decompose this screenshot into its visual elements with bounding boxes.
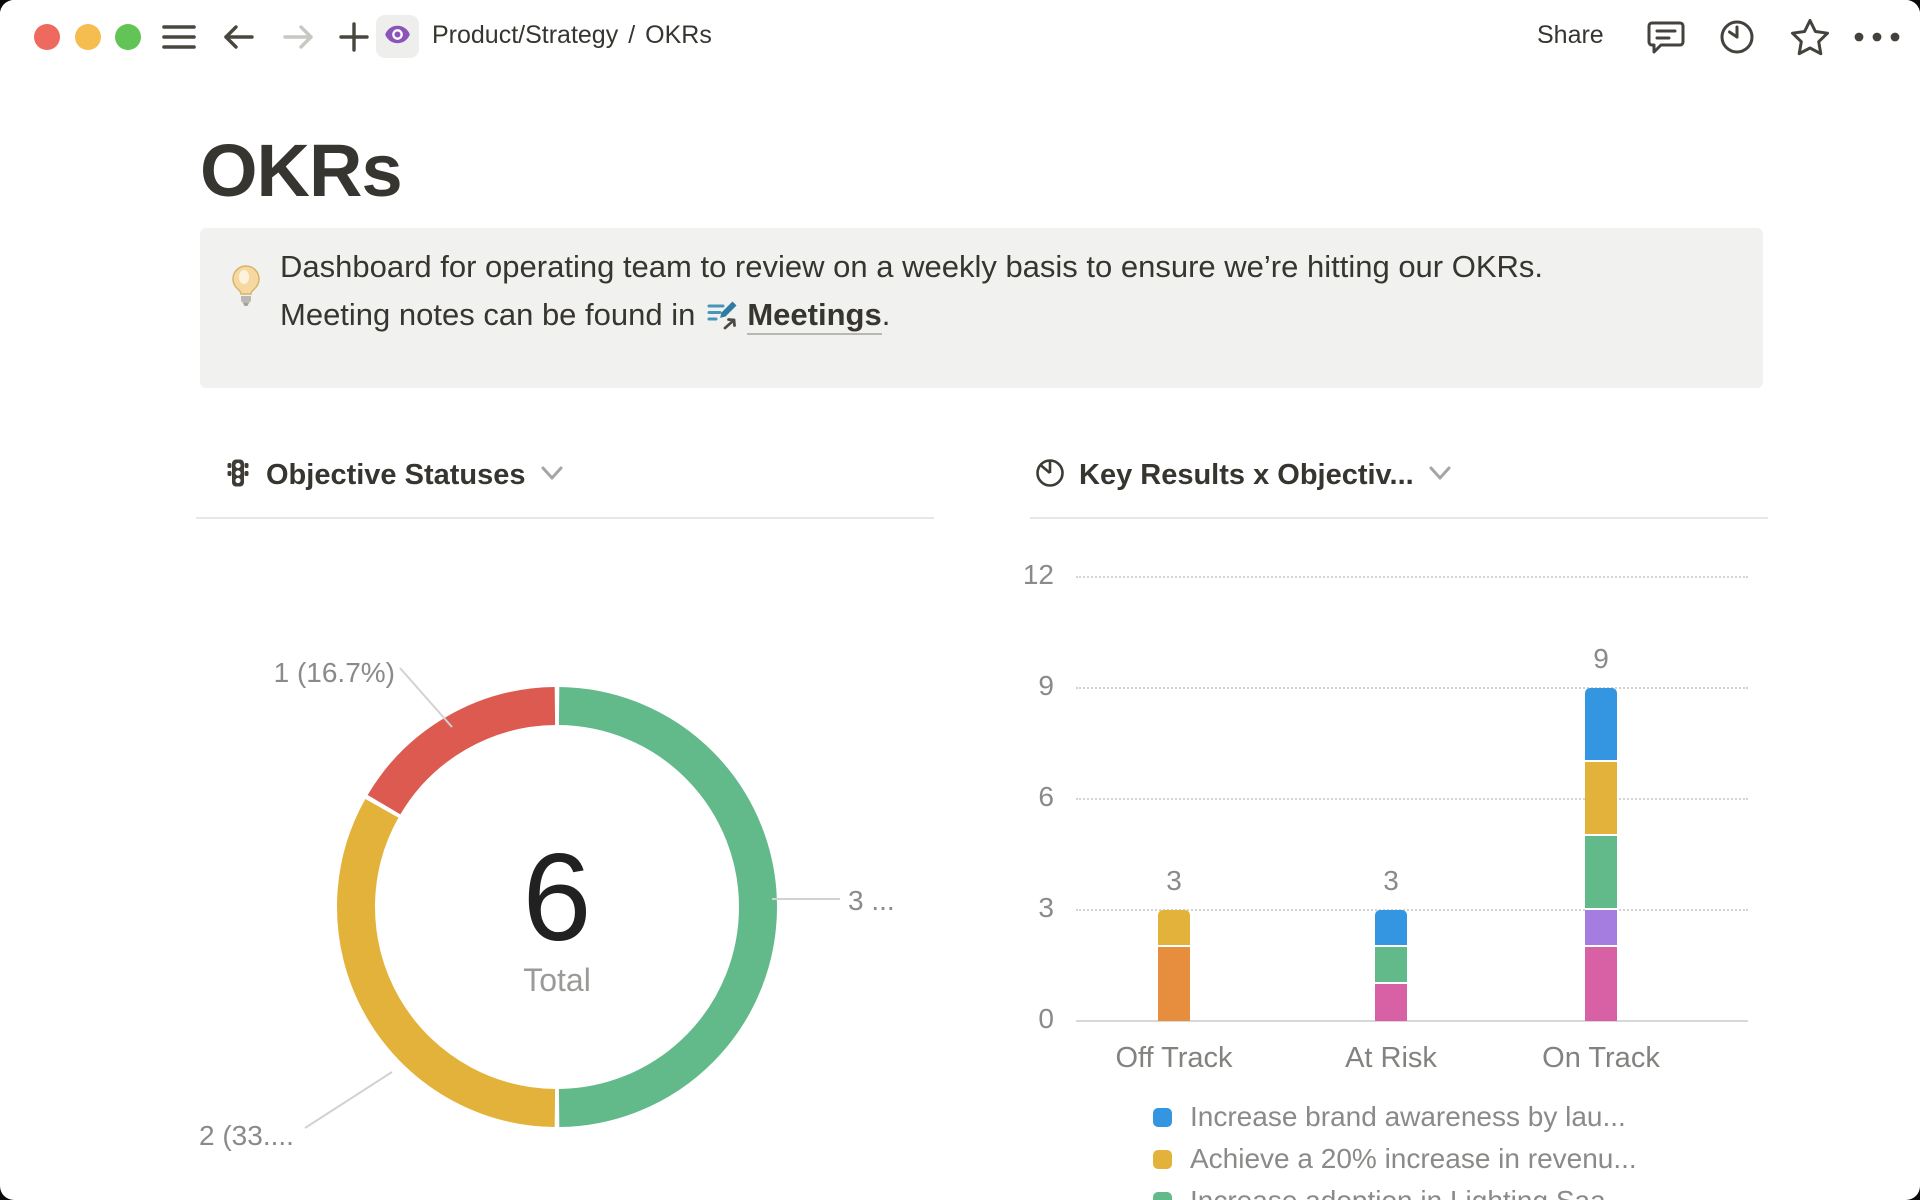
- pie-chart-icon: [1035, 458, 1065, 493]
- x-axis-line: [1076, 1020, 1748, 1022]
- gridline: [1076, 576, 1748, 578]
- updates-clock-icon[interactable]: [1717, 19, 1757, 55]
- x-axis-category-label: On Track: [1542, 1042, 1660, 1074]
- callout-text: Dashboard for operating team to review o…: [280, 243, 1543, 345]
- minimize-window-button[interactable]: [75, 24, 101, 50]
- donut-slice-label: 1 (16.7%): [273, 657, 395, 688]
- donut-total-label: Total: [523, 962, 591, 998]
- legend-swatch: [1153, 1107, 1172, 1127]
- toolbar: Product/Strategy / OKRs Share: [0, 0, 1920, 72]
- bar-at-risk[interactable]: [1375, 910, 1407, 1021]
- more-options-icon[interactable]: [1852, 19, 1902, 55]
- donut-slice[interactable]: [558, 687, 777, 1127]
- eye-icon: [383, 20, 412, 54]
- bar-off-track[interactable]: [1158, 910, 1190, 1021]
- bar-plot: 0 3 6 9 12 3 Off Track 3 At Risk 9 On Track: [1023, 559, 1748, 1074]
- left-chart-header[interactable]: Objective Statuses: [224, 452, 564, 498]
- bar-on-track[interactable]: [1585, 688, 1617, 1021]
- right-chart-divider: [1030, 517, 1768, 519]
- share-button[interactable]: Share: [1537, 21, 1604, 49]
- donut-chart-svg: [337, 687, 777, 1127]
- donut-total-value: 6: [522, 829, 592, 967]
- x-axis-category-label: At Risk: [1345, 1042, 1437, 1074]
- gridline: [1076, 798, 1748, 800]
- breadcrumb-section[interactable]: Product/Strategy: [432, 21, 619, 49]
- donut-chart: [317, 667, 797, 1147]
- legend-label: Increase adoption in Lighting Saa...: [1190, 1185, 1629, 1200]
- zoom-window-button[interactable]: [115, 24, 141, 50]
- y-axis-tick-label: 3: [1038, 892, 1054, 923]
- legend-swatch: [1153, 1191, 1172, 1200]
- new-page-icon[interactable]: [336, 19, 372, 55]
- y-axis-tick-label: 9: [1038, 670, 1054, 701]
- bar-segment[interactable]: [1585, 688, 1617, 762]
- y-axis-tick-label: 12: [1022, 559, 1054, 590]
- breadcrumb-separator: /: [628, 21, 636, 49]
- legend-swatch: [1153, 1149, 1172, 1169]
- breadcrumb-page[interactable]: OKRs: [645, 21, 712, 49]
- bar-segment[interactable]: [1158, 947, 1190, 1021]
- bar-segment[interactable]: [1158, 910, 1190, 947]
- sidebar-toggle-icon[interactable]: [161, 19, 197, 55]
- callout-block[interactable]: Dashboard for operating team to review o…: [200, 228, 1763, 388]
- page-icon-button[interactable]: [376, 15, 419, 58]
- bar-value-label: 3: [1383, 865, 1399, 896]
- bar-segment[interactable]: [1585, 947, 1617, 1021]
- left-chart-divider: [196, 517, 934, 519]
- favorite-star-icon[interactable]: [1788, 19, 1832, 56]
- bar-segment[interactable]: [1585, 910, 1617, 947]
- bar-segment[interactable]: [1375, 910, 1407, 947]
- bar-value-label: 9: [1593, 643, 1609, 674]
- comments-icon[interactable]: [1645, 19, 1687, 55]
- donut-slice-label: 2 (33....: [199, 1120, 294, 1151]
- legend-item[interactable]: Increase brand awareness by lau...: [1153, 1101, 1637, 1132]
- meetings-link[interactable]: Meetings: [747, 297, 882, 335]
- y-axis-tick-label: 0: [1038, 1003, 1054, 1034]
- light-bulb-icon: [228, 264, 264, 313]
- gridline: [1076, 687, 1748, 689]
- bar-legend: Increase brand awareness by lau... Achiev…: [1153, 1101, 1637, 1200]
- bar-segment[interactable]: [1375, 984, 1407, 1021]
- callout-line2-suffix: .: [881, 297, 891, 332]
- legend-label: Achieve a 20% increase in revenu...: [1190, 1143, 1637, 1174]
- left-chart-title: Objective Statuses: [266, 458, 526, 491]
- breadcrumb: Product/Strategy / OKRs: [432, 21, 712, 50]
- bar-segment[interactable]: [1585, 836, 1617, 910]
- back-icon[interactable]: [221, 19, 257, 55]
- bar-segment[interactable]: [1585, 762, 1617, 836]
- legend-item[interactable]: Achieve a 20% increase in revenu...: [1153, 1143, 1637, 1174]
- page-title[interactable]: OKRs: [200, 129, 403, 212]
- right-chart-title: Key Results x Objectiv...: [1079, 458, 1414, 491]
- bar-value-label: 3: [1166, 865, 1182, 896]
- y-axis-tick-label: 6: [1038, 781, 1054, 812]
- right-chart-header[interactable]: Key Results x Objectiv...: [1035, 452, 1452, 498]
- donut-slice[interactable]: [337, 799, 556, 1127]
- chevron-down-icon[interactable]: [540, 465, 564, 486]
- donut-slice[interactable]: [367, 687, 556, 815]
- callout-line2-prefix: Meeting notes can be found in: [280, 297, 696, 332]
- legend-item[interactable]: Increase adoption in Lighting Saa...: [1153, 1185, 1637, 1200]
- callout-line1: Dashboard for operating team to review o…: [280, 249, 1544, 284]
- x-axis-category-label: Off Track: [1115, 1042, 1233, 1074]
- chevron-down-icon[interactable]: [1428, 465, 1452, 486]
- forward-icon[interactable]: [280, 19, 316, 55]
- gridline: [1076, 909, 1748, 911]
- meetings-page-icon: [705, 297, 739, 345]
- close-window-button[interactable]: [34, 24, 60, 50]
- bar-segment[interactable]: [1375, 947, 1407, 984]
- donut-slice-label: 3 ...: [848, 885, 895, 916]
- traffic-light-icon: [224, 458, 252, 493]
- legend-label: Increase brand awareness by lau...: [1190, 1101, 1626, 1132]
